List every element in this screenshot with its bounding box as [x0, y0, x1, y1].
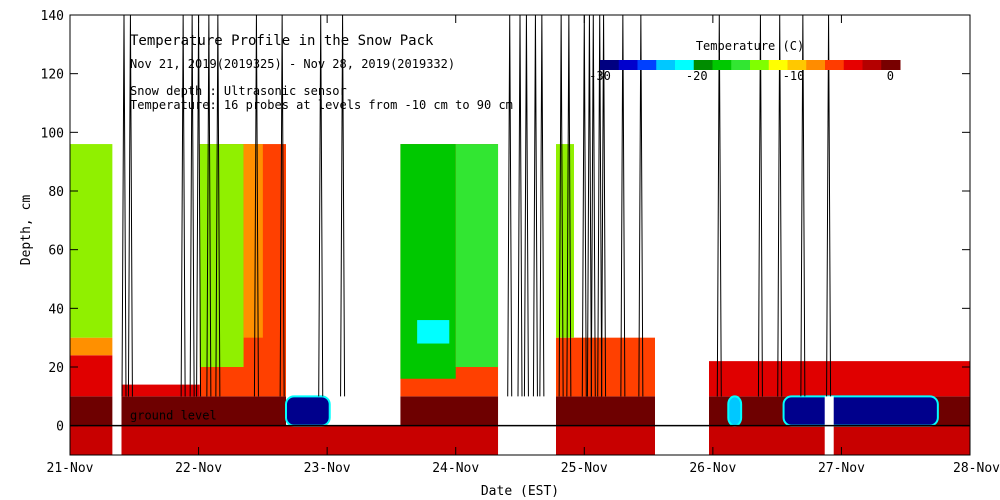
x-tick-label-3: 24-Nov: [432, 461, 479, 476]
snow-depth-spike-25: [716, 14, 722, 397]
cold-pocket-0: [285, 395, 331, 427]
y-tick-label-3: 60: [48, 244, 64, 259]
x-tick-label-4: 25-Nov: [561, 461, 608, 476]
temperature-region-9: [70, 355, 113, 397]
y-tick-label-2: 40: [48, 302, 64, 317]
plot-frame: [69, 14, 971, 456]
temperature-region-12: [121, 384, 200, 397]
colorbar-swatch-6: [712, 60, 732, 70]
x-tick-label-5: 26-Nov: [689, 461, 736, 476]
colorbar-tick-0: -30: [589, 69, 611, 83]
temperature-region-22: [709, 361, 970, 397]
colorbar: -30 -20 -10 0: [589, 60, 901, 83]
chart-note-sensor: Snow depth : Ultrasonic sensor: [130, 84, 347, 98]
colorbar-swatch-12: [825, 60, 845, 70]
temperature-region-0: [70, 425, 113, 455]
temperature-region-5: [121, 396, 286, 426]
colorbar-swatch-7: [731, 60, 751, 70]
colorbar-swatch-10: [787, 60, 807, 70]
snow-depth-spike-3: [189, 14, 195, 397]
x-tick-label-1: 22-Nov: [175, 461, 222, 476]
x-tick-label-0: 21-Nov: [47, 461, 94, 476]
colorbar-label: Temperature (C): [696, 39, 804, 53]
y-tick-label-6: 120: [41, 68, 64, 83]
temperature-region-19: [417, 320, 450, 344]
x-tick-label-2: 23-Nov: [304, 461, 351, 476]
colorbar-swatch-11: [806, 60, 826, 70]
temperature-region-1: [121, 425, 499, 455]
colorbar-tick-2: -10: [783, 69, 805, 83]
snow-depth-spike-29: [826, 14, 832, 397]
temperature-region-18: [455, 144, 499, 367]
colorbar-swatch-13: [843, 60, 863, 70]
temperature-region-6: [400, 396, 499, 426]
snow-depth-spike-1: [127, 14, 133, 397]
colorbar-tick-1: -20: [686, 69, 708, 83]
colorbar-swatch-4: [675, 60, 695, 70]
chart-subtitle: Nov 21, 2019(2019325) - Nov 28, 2019(201…: [130, 57, 455, 71]
temperature-region-3: [709, 425, 970, 455]
data-gap-2: [655, 15, 709, 455]
colorbar-swatch-2: [637, 60, 657, 70]
temperature-region-21: [556, 144, 574, 338]
x-axis-label: Date (EST): [481, 484, 559, 499]
chart-note-probes: Temperature: 16 probes at levels from -1…: [130, 98, 513, 112]
y-tick-label-5: 100: [41, 126, 64, 141]
temperature-region-2: [556, 425, 655, 455]
y-tick-label-4: 80: [48, 185, 64, 200]
colorbar-swatch-3: [656, 60, 676, 70]
x-tick-label-6: 27-Nov: [818, 461, 865, 476]
colorbar-swatch-15: [881, 60, 901, 70]
cold-pocket-1: [727, 395, 743, 427]
temperature-region-11: [70, 144, 113, 338]
colorbar-swatch-5: [693, 60, 713, 70]
colorbar-swatch-1: [618, 60, 638, 70]
y-tick-label-1: 20: [48, 361, 64, 376]
y-tick-label-0: 0: [56, 420, 64, 435]
data-gap-0: [112, 15, 122, 455]
temperature-region-4: [70, 396, 113, 426]
cold-pocket-2: [782, 395, 939, 427]
snow-depth-spike-27: [777, 14, 783, 397]
snow-depth-spike-0: [121, 14, 127, 397]
x-axis: 21-Nov 22-Nov 23-Nov 24-Nov 25-Nov 26-Nov 27-N…: [47, 15, 1000, 476]
y-axis-label: Depth, cm: [19, 195, 34, 266]
colorbar-tick-3: 0: [887, 69, 894, 83]
x-tick-label-7: 28-Nov: [953, 461, 1000, 476]
snow-depth-spike-4: [196, 14, 202, 397]
snow-depth-spike-26: [757, 14, 763, 397]
snow-depth-spike-10: [340, 14, 346, 397]
colorbar-swatch-9: [768, 60, 788, 70]
colorbar-swatch-14: [862, 60, 882, 70]
temperature-region-15: [243, 144, 263, 338]
temperature-region-7: [556, 396, 655, 426]
snow-depth-spike-2: [180, 14, 186, 397]
colorbar-swatch-0: [600, 60, 620, 70]
chart-title: Temperature Profile in the Snow Pack: [130, 33, 434, 49]
temperature-region-14: [199, 144, 244, 367]
snow-depth-spike-9: [318, 14, 324, 397]
y-axis: 0 20 40 60 80 100 120 140: [41, 9, 970, 435]
y-tick-label-7: 140: [41, 9, 64, 24]
ground-level-label: ground level: [130, 409, 217, 423]
temperature-region-10: [70, 337, 113, 356]
colorbar-swatch-8: [750, 60, 770, 70]
